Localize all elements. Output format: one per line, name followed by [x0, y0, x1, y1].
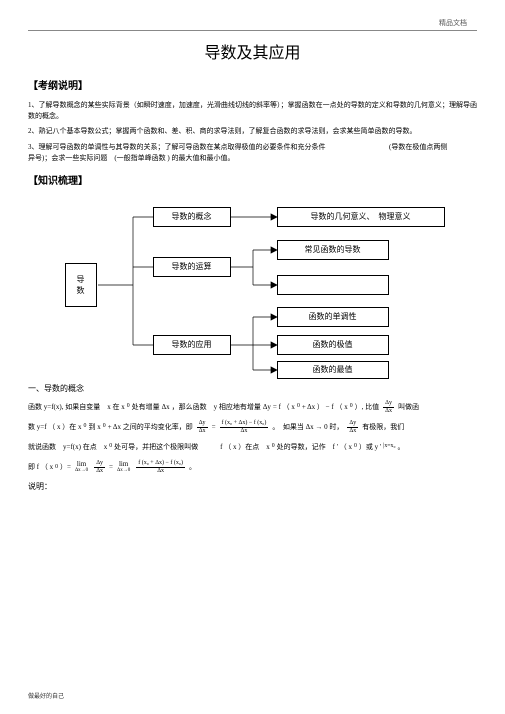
- node-monotone: 函数的单调性: [277, 307, 389, 327]
- para-3b: (导数在极值点两侧: [389, 143, 447, 151]
- para-2: 2、熟记八个基本导数公式；掌握两个函数和、差、积、商的求导法则，了解复合函数的求…: [28, 126, 477, 137]
- node-extreme: 函数的极值: [277, 335, 389, 355]
- subhead-concept: 一、导数的概念: [28, 383, 477, 394]
- math-line-2: 数 y=f （ x ）在 x0 到 x0 + Δx 之间的平均变化率，即 ΔyΔ…: [28, 420, 477, 434]
- section-knowledge: 【知识梳理】: [28, 172, 477, 187]
- knowledge-diagram: 导 数 导数的概念 导数的运算 导数的应用 导数的几何意义、 物理意义 常见函数…: [43, 195, 463, 375]
- node-operation: 导数的运算: [153, 257, 231, 277]
- node-concept: 导数的概念: [153, 207, 231, 227]
- footer-text: 做最好的自己: [28, 691, 64, 700]
- math-line-1: 函数 y=f(x), 如果自变量 x 在 x0 处有增量 Δx ，那么函数 y …: [28, 400, 477, 414]
- node-root: 导 数: [65, 263, 97, 307]
- para-1: 1、了解导数概念的某些实际背景（如瞬时速度，加速度，光滑曲线切线的斜率等）；掌握…: [28, 100, 477, 122]
- math-line-3: 就说函数 y=f(x) 在点 x0 处可导，并把这个极限叫做 f （ x ）在点…: [28, 440, 477, 454]
- section-exam: 【考纲说明】: [28, 77, 477, 92]
- para-3a: 3、理解可导函数的单调性与其导数的关系；了解可导函数在某点取得极值的必要条件和充…: [28, 143, 326, 151]
- divider-top: [28, 30, 477, 31]
- node-common: 常见函数的导数: [277, 240, 389, 260]
- explain-label: 说明：: [28, 481, 477, 492]
- para-3c: 异号)；会求一些实际问题 (一般指单峰函数 ) 的最大值和最小值。: [28, 154, 235, 162]
- node-geometric: 导数的几何意义、 物理意义: [277, 207, 445, 227]
- node-application: 导数的应用: [153, 335, 231, 355]
- node-maxmin: 函数的最值: [277, 361, 389, 379]
- page-title: 导数及其应用: [28, 39, 477, 63]
- header-right: 精品文档: [28, 18, 477, 28]
- node-blank: [277, 275, 389, 295]
- para-3: 3、理解可导函数的单调性与其导数的关系；了解可导函数在某点取得极值的必要条件和充…: [28, 142, 477, 164]
- math-line-4: 即 f （ x0 ）= limΔx→0 ΔyΔx = limΔx→0 f (x₀…: [28, 460, 477, 474]
